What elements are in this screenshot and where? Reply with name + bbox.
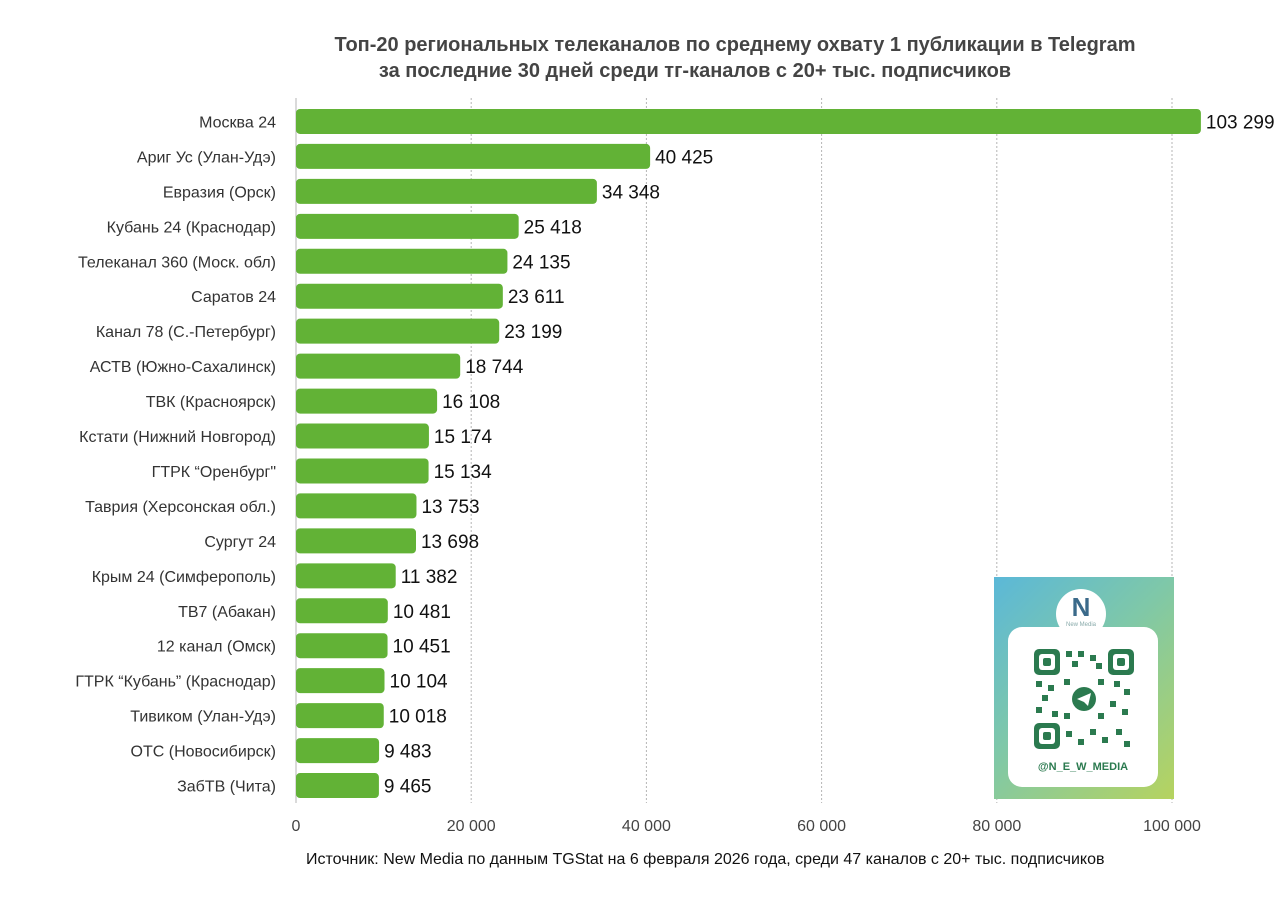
- value-label: 11 382: [401, 567, 458, 588]
- bar: [296, 493, 417, 519]
- value-label: 9 465: [384, 777, 432, 798]
- category-label: Сургут 24: [204, 534, 276, 551]
- bar: [296, 423, 429, 449]
- bar: [296, 563, 396, 589]
- category-label: Телеканал 360 (Моск. обл): [78, 254, 276, 271]
- category-label: ТВК (Красноярск): [146, 394, 276, 411]
- value-label: 40 425: [655, 147, 713, 168]
- category-label: АСТВ (Южно-Сахалинск): [90, 359, 276, 376]
- channel-handle: @N_E_W_MEDIA: [1037, 761, 1129, 773]
- category-label: Тивиком (Улан-Удэ): [130, 709, 276, 726]
- source-note: Источник: New Media по данным TGStat на …: [306, 851, 1105, 868]
- value-label: 10 481: [393, 602, 451, 623]
- category-label: Крым 24 (Симферополь): [92, 569, 276, 586]
- value-label: 10 018: [389, 707, 447, 728]
- value-label: 9 483: [384, 742, 432, 763]
- bar: [296, 178, 597, 204]
- qr-promo-card[interactable]: N New Media @N_E_W_MEDIA: [994, 577, 1174, 799]
- category-label: ОТС (Новосибирск): [131, 744, 276, 761]
- chart-subtitle: за последние 30 дней среди тг-каналов с …: [378, 60, 1012, 82]
- bar: [296, 143, 651, 169]
- value-label: 16 108: [442, 392, 500, 413]
- category-label: Таврия (Херсонская обл.): [85, 499, 276, 516]
- bar: [296, 283, 503, 309]
- bar: [296, 738, 380, 764]
- x-tick-label: 100 000: [1143, 818, 1201, 835]
- category-label: 12 канал (Омск): [157, 639, 276, 656]
- value-label: 23 611: [508, 287, 565, 308]
- bar: [296, 773, 379, 799]
- value-label: 18 744: [465, 357, 524, 378]
- category-label: ГТРК “Кубань” (Краснодар): [75, 674, 276, 691]
- logo-letter: N: [1071, 592, 1091, 622]
- bar: [296, 598, 388, 624]
- category-label: Москва 24: [199, 114, 276, 131]
- value-label: 25 418: [524, 217, 582, 238]
- bar: [296, 318, 500, 344]
- category-label: Кстати (Нижний Новгород): [79, 429, 276, 446]
- bar: [296, 633, 388, 659]
- category-label: ЗабТВ (Чита): [177, 779, 276, 796]
- x-tick-label: 40 000: [622, 818, 671, 835]
- chart-title-block: Топ-20 региональных телеканалов по средн…: [0, 32, 1280, 84]
- bar: [296, 458, 429, 484]
- x-tick-label: 80 000: [972, 818, 1021, 835]
- bar: [296, 248, 508, 274]
- bar: [296, 108, 1201, 134]
- value-label: 13 698: [421, 532, 479, 553]
- category-label: Евразия (Орск): [163, 184, 276, 201]
- value-label: 24 135: [512, 252, 570, 273]
- category-label: Саратов 24: [191, 289, 276, 306]
- qr-panel: @N_E_W_MEDIA: [1008, 627, 1158, 787]
- bar: [296, 668, 385, 694]
- category-label: ГТРК “Оренбург": [152, 464, 276, 481]
- x-tick-label: 0: [292, 818, 301, 835]
- category-label: Ариг Ус (Улан-Удэ): [137, 149, 276, 166]
- value-label: 13 753: [421, 497, 479, 518]
- value-label: 103 299: [1206, 112, 1275, 133]
- logo-text: New Media: [1065, 622, 1096, 628]
- bar: [296, 703, 384, 729]
- x-tick-label: 20 000: [447, 818, 496, 835]
- bar: [296, 353, 461, 379]
- bar: [296, 388, 438, 414]
- value-label: 15 174: [434, 427, 493, 448]
- category-label: Кубань 24 (Краснодар): [107, 219, 276, 236]
- bar: [296, 213, 519, 239]
- value-label: 10 104: [390, 672, 449, 693]
- category-label: ТВ7 (Абакан): [178, 604, 276, 621]
- value-label: 15 134: [434, 462, 493, 483]
- value-label: 34 348: [602, 182, 660, 203]
- category-label: Канал 78 (С.-Петербург): [96, 324, 276, 341]
- x-tick-label: 60 000: [797, 818, 846, 835]
- qr-code-icon: [1034, 649, 1134, 749]
- bar: [296, 528, 416, 554]
- value-label: 10 451: [393, 637, 451, 658]
- chart-title: Топ-20 региональных телеканалов по средн…: [334, 34, 1136, 56]
- value-label: 23 199: [504, 322, 562, 343]
